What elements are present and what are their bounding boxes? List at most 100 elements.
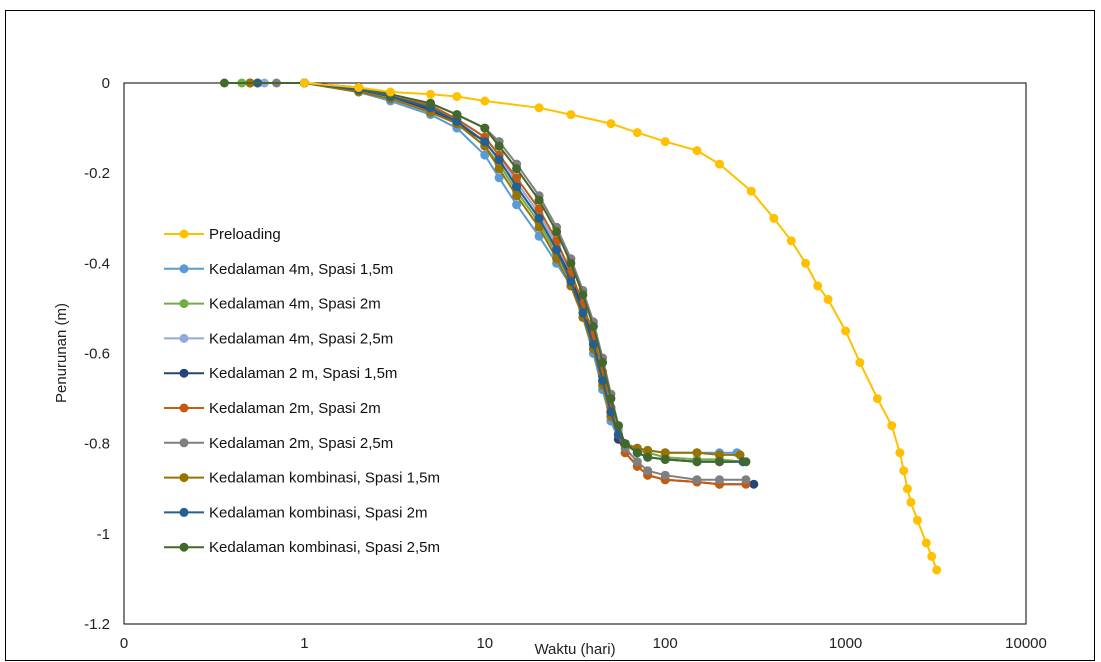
data-point: [660, 470, 670, 480]
data-point: [899, 466, 909, 476]
legend-marker: [179, 368, 189, 378]
legend-marker: [179, 403, 189, 413]
y-axis-title: Penurunan (m): [53, 303, 70, 403]
data-point: [643, 452, 653, 462]
data-point: [801, 258, 811, 268]
legend-marker: [179, 299, 189, 309]
data-point: [741, 475, 751, 485]
data-point: [692, 457, 702, 467]
data-point: [660, 454, 670, 464]
data-point: [386, 87, 395, 97]
data-point: [566, 276, 576, 286]
data-point: [512, 182, 522, 192]
data-point: [566, 258, 576, 268]
legend-item: Kedalaman kombinasi, Spasi 2,5m: [164, 539, 440, 556]
x-tick-label: 10000: [1005, 635, 1047, 652]
data-point: [512, 200, 522, 210]
data-point: [494, 164, 504, 174]
legend-label: Kedalaman 4m, Spasi 2,5m: [209, 330, 393, 347]
y-tick-label: -1: [97, 526, 110, 543]
data-point: [578, 290, 588, 300]
data-point: [480, 96, 490, 106]
data-point: [598, 358, 608, 367]
y-tick-label: -0.8: [84, 436, 110, 453]
data-point: [620, 439, 630, 449]
legend-label: Kedalaman 4m, Spasi 2m: [209, 296, 381, 313]
data-point: [354, 83, 364, 92]
legend-label: Kedalaman 2m, Spasi 2,5m: [209, 435, 393, 452]
data-point: [480, 137, 490, 147]
legend-item: Kedalaman 4m, Spasi 1,5m: [164, 261, 393, 278]
data-point: [588, 340, 598, 349]
legend-marker: [179, 507, 189, 517]
legend-item: Preloading: [164, 226, 281, 243]
data-point: [895, 448, 905, 458]
x-axis-title: Waktu (hari): [534, 641, 615, 658]
y-tick-label: -1.2: [84, 616, 110, 633]
data-point: [480, 123, 490, 133]
data-point: [912, 515, 922, 525]
data-point: [715, 475, 724, 485]
data-point: [452, 110, 462, 120]
data-point: [494, 173, 504, 183]
data-point: [927, 551, 937, 561]
data-point: [494, 155, 504, 165]
legend-label: Kedalaman 2 m, Spasi 1,5m: [209, 365, 397, 382]
data-point: [887, 421, 897, 431]
data-point: [613, 421, 623, 431]
legend-label: Kedalaman kombinasi, Spasi 2m: [209, 504, 427, 521]
data-point: [786, 236, 796, 246]
data-point: [872, 394, 882, 404]
legend-item: Kedalaman 2m, Spasi 2,5m: [164, 435, 393, 452]
data-point: [715, 159, 724, 169]
legend-marker: [179, 473, 189, 483]
x-tick-label: 0: [120, 635, 128, 652]
data-point: [632, 457, 642, 467]
data-point: [534, 204, 544, 214]
data-point: [692, 448, 702, 458]
x-tick-label: 100: [653, 635, 678, 652]
legend-label: Preloading: [209, 226, 281, 243]
x-tick-label: 1000: [829, 635, 862, 652]
legend-marker: [179, 542, 189, 552]
data-point: [494, 141, 504, 151]
data-point: [643, 466, 653, 476]
legend-label: Kedalaman 4m, Spasi 1,5m: [209, 261, 393, 278]
data-point: [512, 191, 522, 201]
data-point: [746, 186, 756, 196]
y-tick-label: -0.2: [84, 165, 110, 182]
data-point: [632, 128, 642, 138]
data-point: [932, 565, 942, 575]
data-point: [632, 448, 642, 458]
data-point: [660, 137, 670, 147]
x-tick-label: 1: [300, 635, 308, 652]
data-point: [813, 281, 823, 291]
data-point: [534, 213, 544, 223]
legend-item: Kedalaman kombinasi, Spasi 1,5m: [164, 470, 440, 487]
data-point: [598, 376, 608, 386]
y-tick-label: -0.6: [84, 346, 110, 363]
data-point: [606, 119, 616, 129]
data-point: [534, 231, 544, 241]
legend-label: Kedalaman kombinasi, Spasi 1,5m: [209, 470, 440, 487]
data-point: [906, 497, 916, 507]
data-point: [512, 164, 522, 174]
data-point: [855, 358, 865, 367]
data-point: [566, 110, 576, 120]
data-point: [692, 475, 702, 485]
data-point: [606, 394, 616, 404]
data-point: [692, 146, 702, 156]
data-point: [452, 116, 462, 126]
data-point: [299, 78, 309, 88]
data-point: [552, 245, 562, 255]
data-point: [452, 92, 462, 101]
data-point: [534, 103, 544, 113]
data-point: [749, 479, 759, 489]
data-point: [512, 173, 522, 183]
legend-label: Kedalaman 2m, Spasi 2m: [209, 400, 381, 417]
legend-item: Kedalaman 2m, Spasi 2m: [164, 400, 381, 417]
chart-frame: 0 -0.2 -0.4 -0.6 -0.8 -1 -1.2 0 1 10 100 1000 10000 …: [5, 10, 1095, 661]
data-point: [735, 450, 745, 460]
legend-item: Kedalaman 4m, Spasi 2,5m: [164, 330, 393, 347]
data-point: [921, 538, 931, 548]
